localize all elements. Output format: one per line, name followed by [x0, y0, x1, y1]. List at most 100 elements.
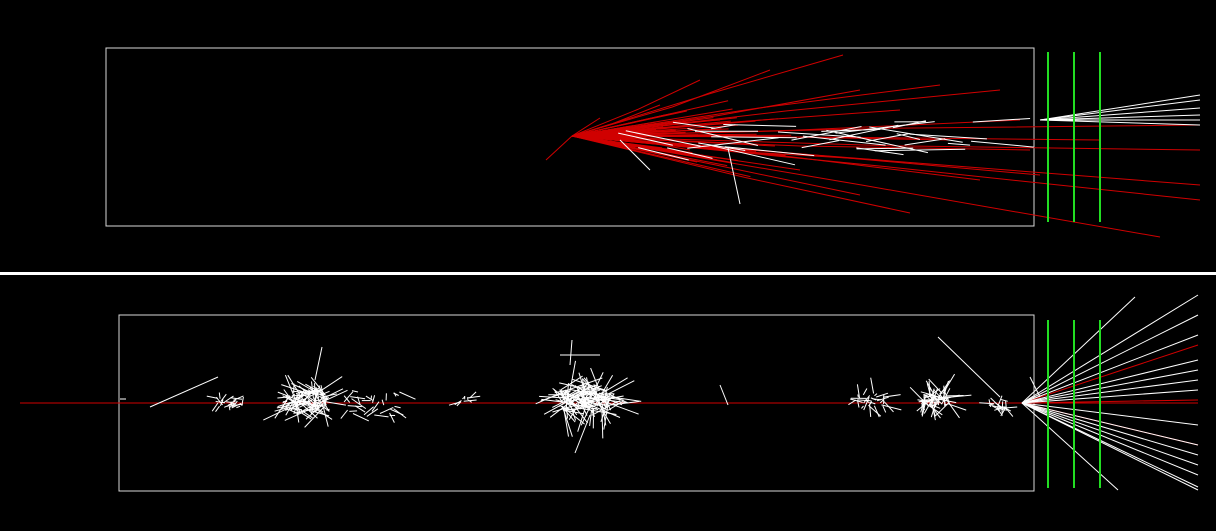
secondary-track: [347, 405, 362, 408]
target-volume-outline: [105, 47, 1035, 227]
secondary-track: [560, 375, 583, 391]
secondary-track: [230, 401, 236, 403]
secondary-track: [857, 400, 860, 408]
secondary-track: [1000, 407, 1006, 417]
secondary-track: [1021, 402, 1199, 476]
secondary-track: [224, 395, 234, 403]
secondary-track: [873, 405, 880, 418]
secondary-track: [288, 409, 299, 415]
secondary-track: [625, 130, 701, 147]
secondary-track: [596, 385, 600, 391]
secondary-track: [277, 391, 302, 402]
secondary-track: [945, 398, 960, 419]
secondary-track: [467, 395, 481, 399]
secondary-track: [971, 140, 1034, 148]
secondary-track: [1021, 402, 1199, 491]
secondary-track: [1006, 408, 1014, 417]
primary-track: [571, 69, 771, 137]
secondary-track: [372, 395, 376, 403]
secondary-track: [593, 398, 611, 401]
secondary-track: [221, 401, 226, 404]
secondary-track: [580, 395, 596, 426]
secondary-track: [990, 397, 1001, 408]
secondary-track: [296, 380, 323, 397]
secondary-track: [861, 405, 864, 409]
secondary-track: [1039, 119, 1201, 126]
secondary-track: [667, 147, 713, 159]
secondary-track: [937, 336, 1001, 398]
secondary-track: [539, 395, 570, 399]
secondary-track: [575, 392, 608, 409]
side-view-panel[interactable]: [0, 275, 1216, 531]
secondary-track: [593, 384, 602, 409]
secondary-track: [224, 402, 235, 408]
secondary-track: [274, 406, 291, 412]
secondary-track: [241, 396, 244, 406]
secondary-track: [862, 388, 868, 396]
secondary-track: [872, 398, 881, 401]
secondary-track: [324, 396, 328, 407]
secondary-track: [463, 399, 477, 402]
secondary-track: [218, 392, 221, 399]
secondary-track: [607, 393, 629, 404]
secondary-track: [308, 396, 330, 412]
secondary-track: [723, 124, 797, 127]
secondary-track: [972, 118, 1031, 123]
secondary-track: [366, 408, 379, 417]
secondary-track: [943, 385, 946, 407]
secondary-track: [552, 388, 576, 407]
detector-planes: [1047, 52, 1101, 222]
secondary-track: [603, 397, 610, 430]
secondary-track: [928, 378, 943, 394]
secondary-track: [1021, 334, 1199, 404]
secondary-track: [371, 401, 380, 412]
secondary-track: [599, 393, 612, 405]
secondary-track: [313, 385, 326, 398]
secondary-track: [1021, 379, 1199, 404]
secondary-track: [881, 404, 902, 411]
secondary-track: [711, 136, 797, 139]
primary-track: [571, 125, 634, 137]
secondary-track: [638, 147, 689, 161]
secondary-track: [456, 401, 462, 407]
secondary-track: [863, 397, 870, 411]
secondary-track: [947, 394, 972, 398]
secondary-track: [374, 414, 389, 418]
secondary-track: [868, 400, 873, 406]
secondary-track: [590, 385, 602, 391]
secondary-track: [561, 406, 565, 410]
secondary-track: [363, 406, 374, 416]
secondary-track: [856, 384, 861, 399]
primary-track: [571, 124, 739, 137]
secondary-track: [308, 402, 324, 413]
primary-tracks: [545, 54, 1201, 238]
secondary-track: [343, 395, 351, 403]
secondary-track: [857, 394, 859, 398]
top-view-panel[interactable]: [0, 0, 1216, 272]
secondary-track: [206, 395, 219, 399]
secondary-track: [291, 383, 315, 395]
secondary-track: [323, 400, 346, 406]
secondary-track: [672, 121, 716, 129]
secondary-track: [941, 388, 951, 405]
secondary-track: [882, 405, 887, 413]
secondary-track: [314, 407, 333, 420]
secondary-track: [566, 383, 569, 405]
secondary-track: [619, 139, 651, 171]
secondary-track: [857, 399, 871, 402]
secondary-track: [608, 400, 640, 406]
secondary-track: [829, 124, 899, 141]
secondary-track: [351, 398, 367, 410]
secondary-track: [869, 405, 872, 417]
secondary-track: [1039, 107, 1201, 121]
secondary-track: [711, 145, 796, 166]
secondary-track: [727, 147, 741, 205]
secondary-track: [583, 396, 592, 404]
secondary-track: [882, 394, 901, 398]
secondary-track: [909, 133, 987, 140]
secondary-track: [308, 404, 327, 409]
secondary-track: [543, 402, 565, 415]
secondary-track: [569, 360, 576, 393]
secondary-track: [580, 393, 585, 395]
secondary-track: [381, 399, 385, 406]
